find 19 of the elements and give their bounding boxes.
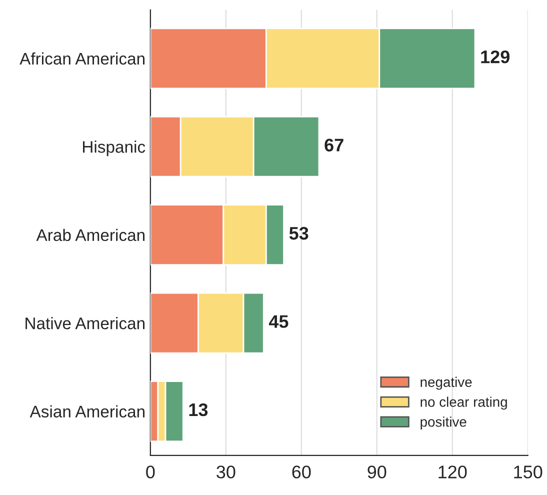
- x-tick-label: 90: [368, 466, 386, 478]
- y-tick-label: African American: [20, 52, 144, 65]
- total-label: 67: [324, 138, 344, 152]
- legend-label: no clear rating: [420, 396, 507, 410]
- legend-label: negative: [420, 376, 472, 390]
- y-tick-label: Hispanic: [83, 140, 146, 156]
- x-tick-label: 60: [292, 466, 311, 478]
- x-tick-label: 150: [514, 466, 542, 478]
- y-tick-label: Asian American: [30, 405, 144, 418]
- total-label: 129: [481, 50, 510, 64]
- total-label: 45: [268, 315, 288, 328]
- x-tick-label: 30: [216, 466, 236, 478]
- x-tick-label: 120: [438, 466, 467, 478]
- x-tick-label: 0: [146, 466, 155, 478]
- legend-label: positive: [420, 416, 466, 430]
- y-tick-label: Native American: [26, 317, 144, 330]
- total-label: 53: [289, 226, 308, 240]
- total-label: 13: [189, 403, 208, 416]
- y-tick-label: Arab American: [36, 228, 144, 242]
